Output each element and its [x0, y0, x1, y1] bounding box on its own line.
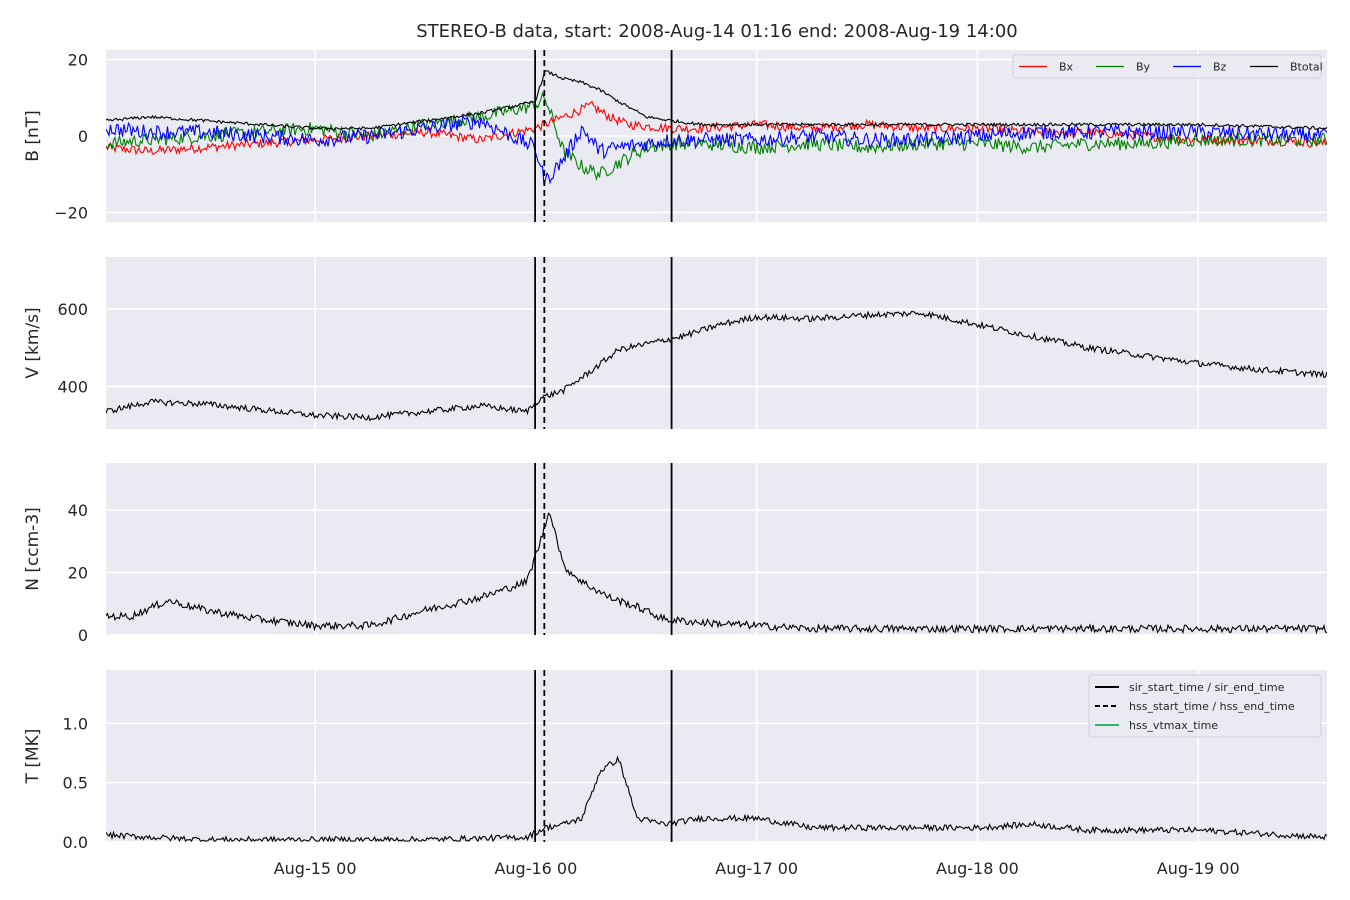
- series-group: [106, 310, 1327, 422]
- x-tick-label: Aug-15 00: [274, 859, 357, 878]
- legend-label-by: By: [1136, 61, 1151, 74]
- legend-box: [1088, 674, 1322, 738]
- legend-label-event-2: hss_start_time / hss_end_time: [1129, 700, 1295, 713]
- panel-1: −20 0 20 B [nT]: [23, 50, 1327, 222]
- series-line-by: [106, 91, 1327, 182]
- y-tick-label: −20: [54, 203, 88, 222]
- x-tick-label: Aug-18 00: [936, 859, 1019, 878]
- x-tick-label: Aug-16 00: [494, 859, 577, 878]
- y-tick-label: 1.0: [63, 714, 88, 733]
- series-line-data: [106, 755, 1327, 842]
- y-axis-label: B [nT]: [23, 110, 43, 162]
- series-group: [106, 70, 1327, 186]
- y-tick-label: 0.0: [63, 833, 88, 852]
- series-line-bz: [106, 114, 1327, 186]
- y-tick-label: 600: [57, 300, 88, 319]
- series-line-bx: [106, 100, 1327, 156]
- legend-label-bz: Bz: [1213, 61, 1227, 74]
- legend-label-btotal: Btotal: [1290, 61, 1323, 74]
- legend-label-event-1: sir_start_time / sir_end_time: [1129, 681, 1285, 694]
- y-tick-label: 20: [68, 563, 88, 582]
- legend-label-event-3: hss_vtmax_time: [1129, 719, 1218, 732]
- series-line-data: [106, 512, 1327, 635]
- chart-title: STEREO-B data, start: 2008-Aug-14 01:16 …: [416, 21, 1017, 42]
- y-tick-label: 20: [68, 51, 88, 70]
- x-tick-label: Aug-19 00: [1157, 859, 1240, 878]
- y-axis-label: V [km/s]: [23, 307, 43, 378]
- panels-group: −20 0 20 B [nT] 400 600 V [km/s] 0 20 40 N [ccm-3]…: [23, 50, 1327, 878]
- legend-box: [1012, 54, 1322, 79]
- y-axis-label: T [MK]: [23, 729, 43, 785]
- legend-event-lines: sir_start_time / sir_end_time hss_start_t…: [1088, 674, 1322, 738]
- panel-background: [106, 463, 1327, 635]
- legend-b-components: Bx By Bz Btotal: [1012, 54, 1323, 79]
- series-group: [106, 512, 1327, 635]
- y-tick-label: 40: [68, 501, 88, 520]
- y-tick-label: 400: [57, 377, 88, 396]
- series-group: [106, 755, 1327, 842]
- x-tick-label: Aug-17 00: [715, 859, 798, 878]
- panel-background: [106, 257, 1327, 429]
- legend-label-bx: Bx: [1059, 61, 1074, 74]
- series-line-data: [106, 310, 1327, 422]
- series-line-btotal: [106, 70, 1327, 131]
- y-tick-label: 0: [78, 127, 88, 146]
- panel-2: 400 600 V [km/s]: [23, 257, 1327, 429]
- y-tick-label: 0.5: [63, 774, 88, 793]
- panel-3: 0 20 40 N [ccm-3]: [23, 463, 1327, 645]
- y-tick-label: 0: [78, 626, 88, 645]
- y-axis-label: N [ccm-3]: [23, 507, 43, 591]
